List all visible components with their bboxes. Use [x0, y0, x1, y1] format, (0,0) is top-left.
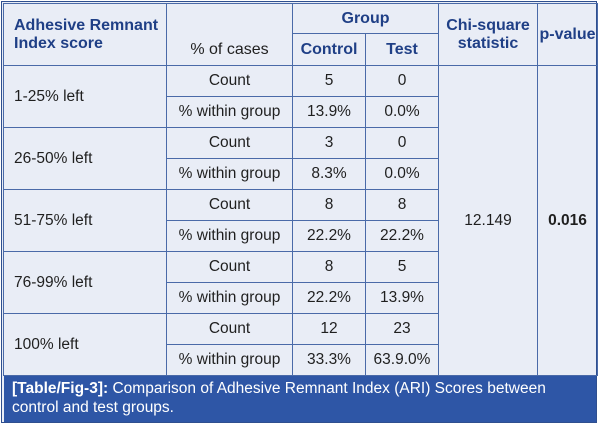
control-count: 8 [292, 251, 366, 283]
caption-tag: [Table/Fig-3]: [12, 380, 109, 397]
test-count: 0 [365, 127, 439, 159]
caption-text: Comparison of Adhesive Remnant Index (AR… [12, 380, 546, 416]
table-row: % within group 33.3% 63.9.0% [4, 344, 598, 376]
p-value: 0.016 [537, 65, 598, 376]
table-row: % within group 13.9% 0.0% [4, 96, 598, 128]
count-label: Count [166, 313, 293, 345]
test-pct: 0.0% [365, 96, 439, 128]
pct-label: % within group [166, 282, 293, 314]
control-count: 12 [292, 313, 366, 345]
ari-score-cell: 76-99% left [3, 251, 167, 314]
test-count: 8 [365, 189, 439, 221]
ari-table: Adhesive Remnant Index score % of cases … [3, 3, 598, 376]
ari-score-cell: 100% left [3, 313, 167, 376]
table-row: 26-50% left Count 3 0 [3, 127, 598, 190]
chi-square-value: 12.149 [438, 65, 538, 376]
test-count: 5 [365, 251, 439, 283]
control-pct: 33.3% [292, 344, 366, 376]
test-count: 23 [365, 313, 439, 345]
control-pct: 13.9% [292, 96, 366, 128]
count-label: Count [166, 127, 293, 159]
ari-score-cell: 1-25% left [3, 65, 167, 128]
table-caption: [Table/Fig-3]: Comparison of Adhesive Re… [4, 376, 596, 422]
header-p-value: p-value [537, 3, 598, 66]
header-ari-score: Adhesive Remnant Index score [3, 3, 167, 66]
ari-score-cell: 51-75% left [3, 189, 167, 252]
table-row: % within group 22.2% 13.9% [4, 282, 598, 314]
count-label: Count [166, 65, 293, 97]
table-row: % within group 8.3% 0.0% [4, 158, 598, 190]
control-pct: 8.3% [292, 158, 366, 190]
header-test: Test [365, 33, 439, 66]
table-row: 1-25% left Count 5 0 12.149 0.016 [3, 65, 598, 376]
header-chi-square: Chi-square statistic [438, 3, 538, 66]
control-pct: 22.2% [292, 220, 366, 252]
pct-label: % within group [166, 158, 293, 190]
control-pct: 22.2% [292, 282, 366, 314]
test-pct: 22.2% [365, 220, 439, 252]
test-count: 0 [365, 65, 439, 97]
count-label: Count [166, 251, 293, 283]
control-count: 3 [292, 127, 366, 159]
pct-label: % within group [166, 220, 293, 252]
test-pct: 0.0% [365, 158, 439, 190]
table-row: 100% left Count 12 23 [3, 313, 598, 376]
pct-label: % within group [166, 96, 293, 128]
header-group: Group [292, 3, 439, 34]
count-label: Count [166, 189, 293, 221]
header-cases: % of cases [166, 3, 293, 66]
test-pct: 63.9.0% [365, 344, 439, 376]
ari-score-cell: 26-50% left [3, 127, 167, 190]
table-row: 76-99% left Count 8 5 [3, 251, 598, 314]
test-pct: 13.9% [365, 282, 439, 314]
control-count: 8 [292, 189, 366, 221]
control-count: 5 [292, 65, 366, 97]
header-control: Control [292, 33, 366, 66]
pct-label: % within group [166, 344, 293, 376]
table-row: % within group 22.2% 22.2% [4, 220, 598, 252]
table-row: 51-75% left Count 8 8 [3, 189, 598, 252]
